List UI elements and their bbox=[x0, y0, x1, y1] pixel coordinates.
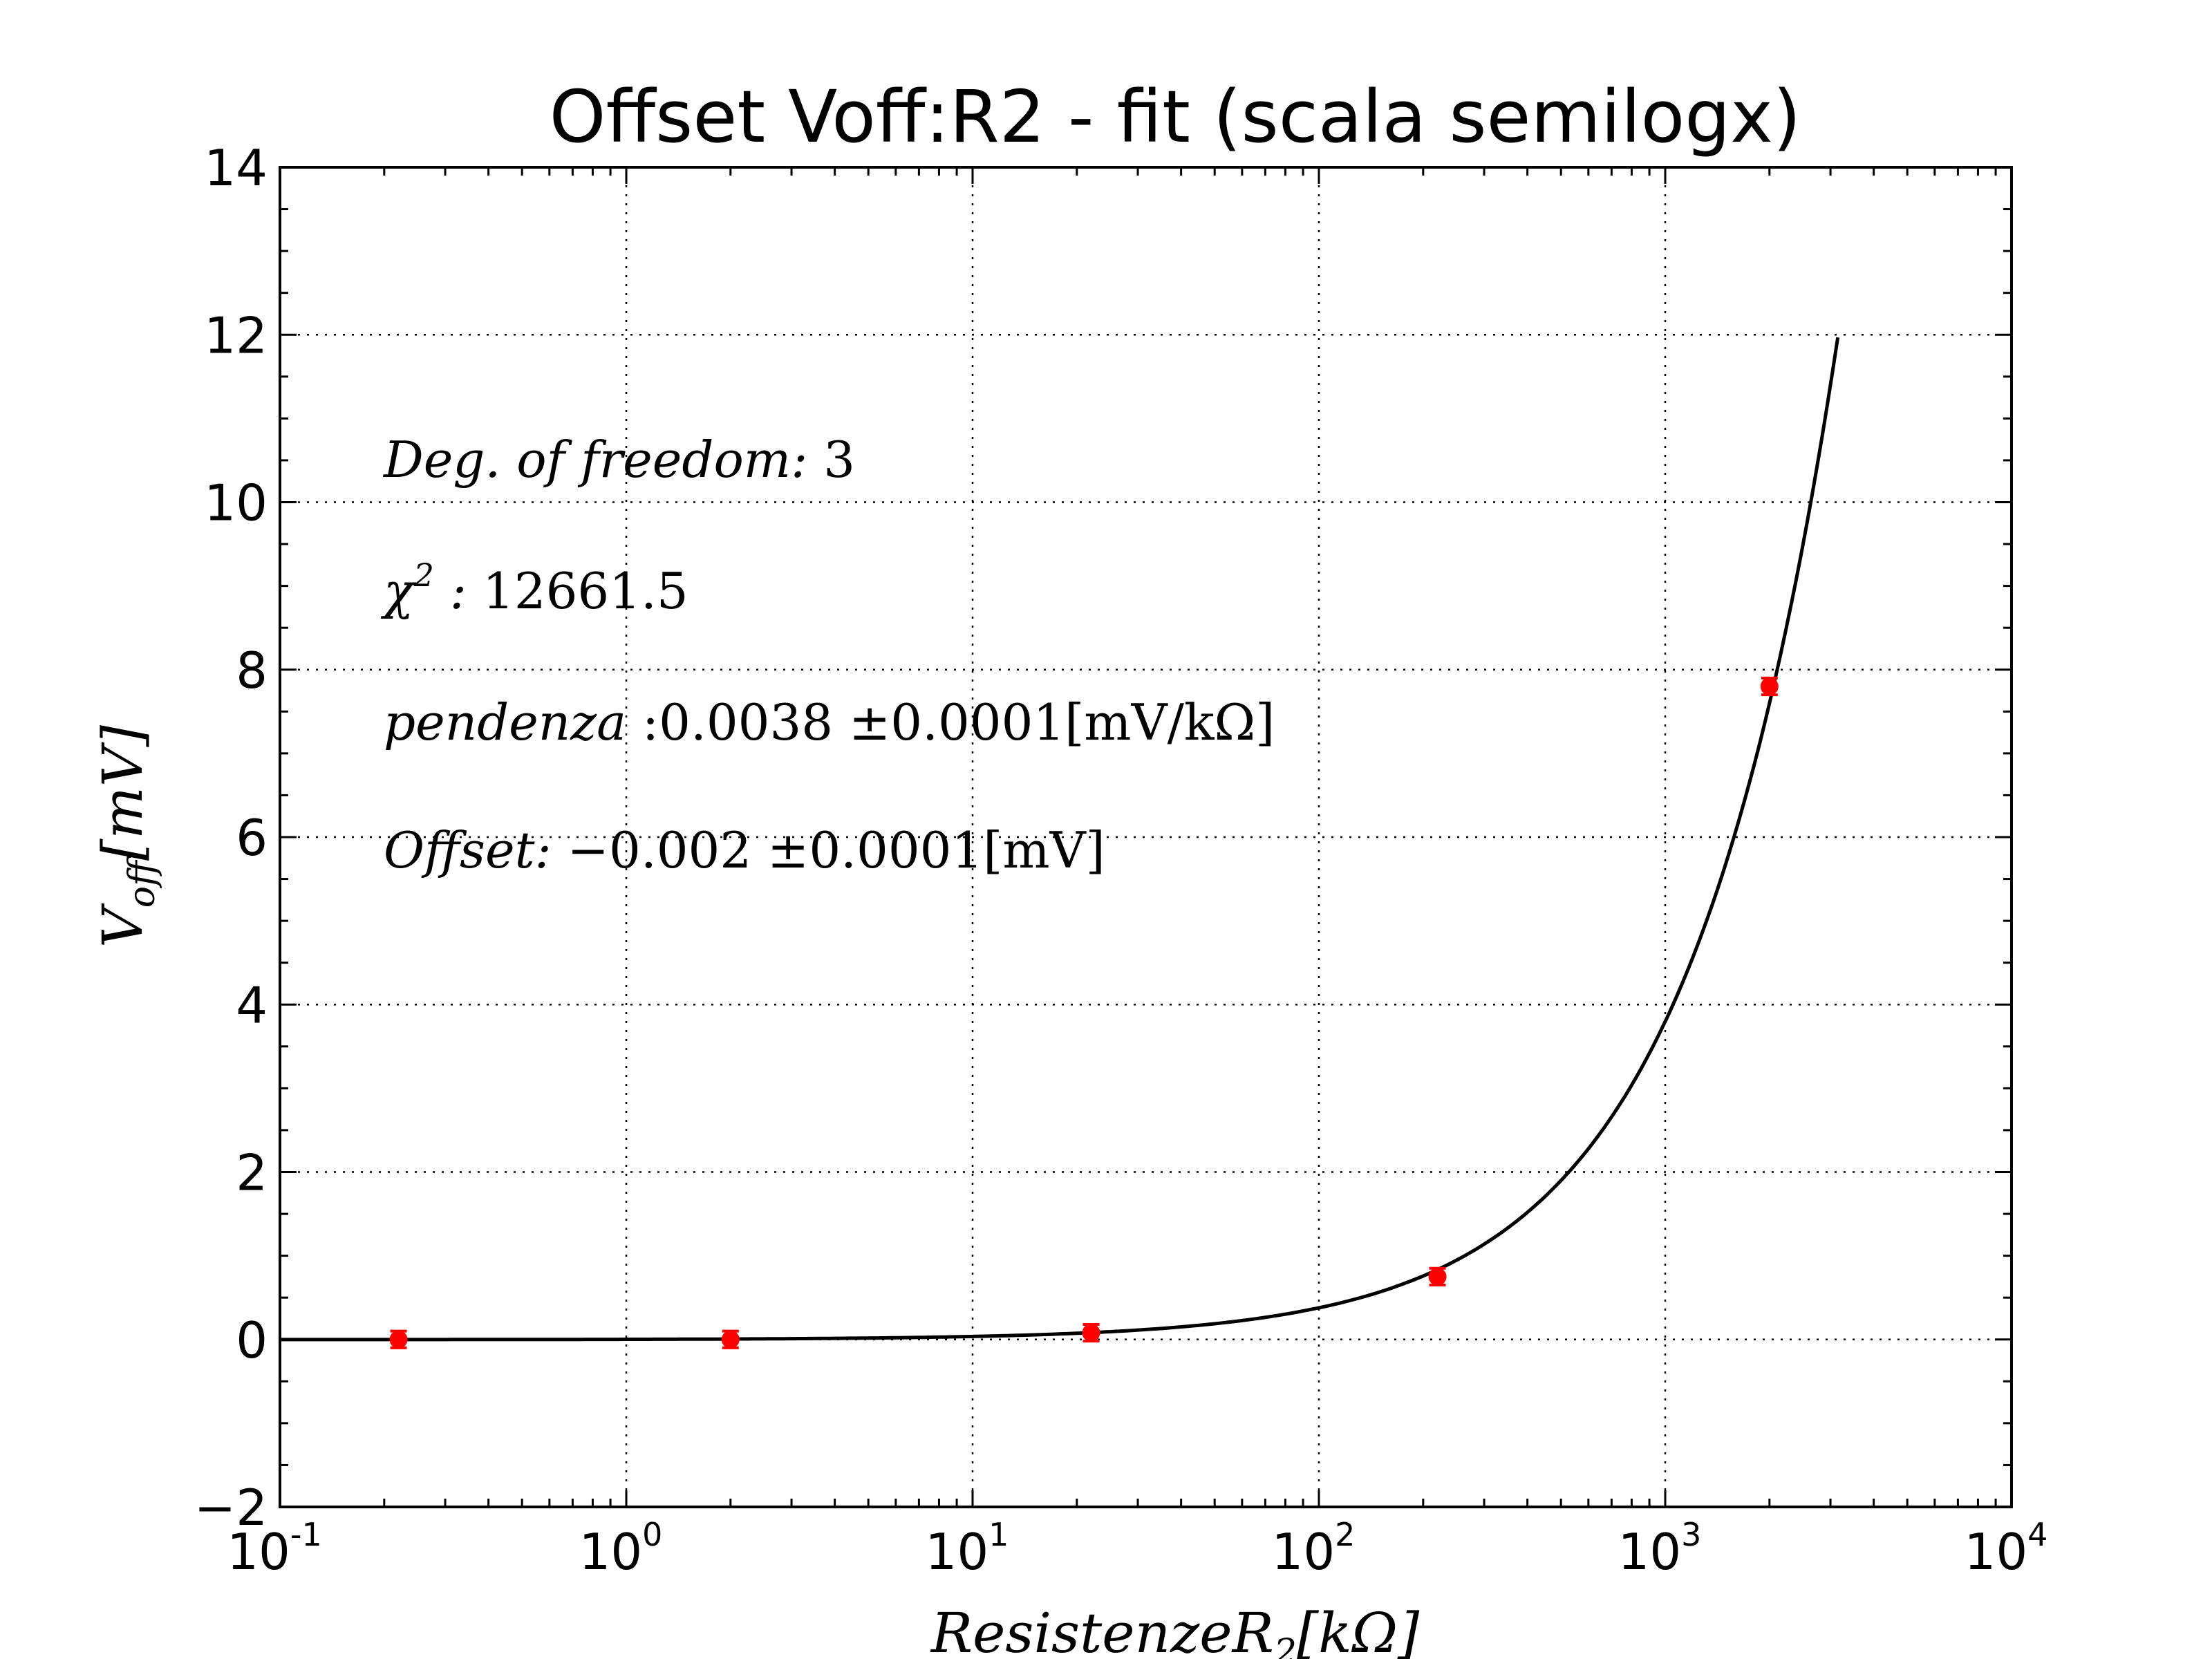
x-axis-label: ResistenzeR2[kΩ] bbox=[930, 1601, 1420, 1659]
data-point bbox=[1082, 1322, 1100, 1343]
x-tick-label: 10-1 bbox=[227, 1516, 322, 1581]
chart-title: Offset Voff:R2 - fit (scala semilogx) bbox=[550, 75, 1801, 159]
y-tick-label: 14 bbox=[204, 139, 268, 197]
x-tick-label: 102 bbox=[1272, 1516, 1356, 1581]
data-point bbox=[389, 1329, 408, 1349]
annotation-line: Deg. of freedom: 3 bbox=[382, 431, 855, 489]
data-point bbox=[1428, 1266, 1447, 1287]
data-point bbox=[721, 1329, 740, 1349]
point-marker bbox=[389, 1330, 408, 1349]
annotation-line: pendenza :0.0038 ±0.0001[mV/kΩ] bbox=[384, 693, 1275, 751]
y-tick-label: 10 bbox=[204, 474, 268, 532]
y-tick-label: 2 bbox=[236, 1144, 268, 1202]
plot-frame bbox=[279, 166, 2013, 1508]
x-tick-label: 104 bbox=[1965, 1516, 2048, 1581]
data-point bbox=[1760, 676, 1779, 697]
point-marker bbox=[1760, 677, 1779, 695]
point-marker bbox=[721, 1330, 740, 1349]
y-tick-label: −2 bbox=[194, 1479, 268, 1537]
x-tick-label: 103 bbox=[1618, 1516, 1702, 1581]
annotation-line: χ2 : 12661.5 bbox=[380, 556, 688, 620]
fit-curve bbox=[280, 337, 1840, 1342]
y-tick-label: 12 bbox=[204, 306, 268, 364]
y-tick-label: 0 bbox=[236, 1311, 268, 1369]
x-tick-labels: 10-1 100 101 102 103 104 bbox=[227, 1516, 2047, 1581]
point-marker bbox=[1428, 1267, 1447, 1286]
y-tick-labels: −2 0 2 4 6 8 10 12 14 bbox=[194, 139, 268, 1537]
y-axis-label: Voff[mV] bbox=[91, 724, 163, 948]
annotation-line: Offset: −0.002 ±0.0001[mV] bbox=[384, 821, 1105, 879]
y-tick-label: 6 bbox=[236, 809, 268, 867]
y-tick-label: 4 bbox=[236, 976, 268, 1034]
y-tick-label: 8 bbox=[236, 641, 268, 700]
x-tick-label: 100 bbox=[579, 1516, 663, 1581]
point-marker bbox=[1082, 1324, 1100, 1342]
fit-annotations: Deg. of freedom: 3 χ2 : 12661.5 pendenza :… bbox=[380, 431, 1275, 879]
data-points bbox=[389, 676, 1779, 1349]
x-tick-label: 101 bbox=[926, 1516, 1009, 1581]
